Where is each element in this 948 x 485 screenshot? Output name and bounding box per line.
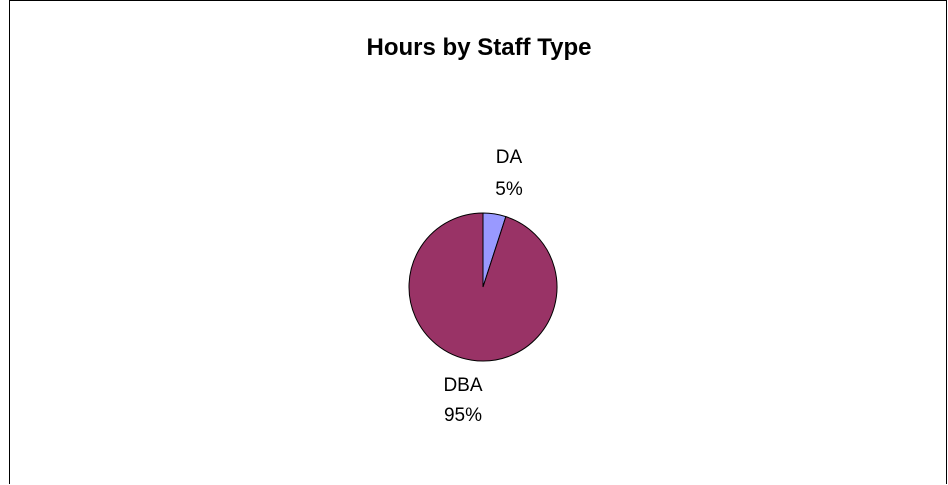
- slice-percent-dba: 95%: [444, 405, 482, 426]
- slice-label-da: DA: [496, 147, 523, 168]
- chart-frame: Hours by Staff Type DA 5% DBA 95%: [9, 0, 947, 484]
- slice-percent-da: 5%: [495, 179, 523, 200]
- chart-title: Hours by Staff Type: [366, 34, 592, 61]
- slice-label-dba: DBA: [443, 375, 482, 396]
- pie-slices: [408, 212, 558, 362]
- pie-labels: DA 5% DBA 95%: [443, 147, 522, 426]
- pie-chart: DA 5% DBA 95%: [408, 147, 558, 426]
- pie-slice-dba: [408, 212, 558, 362]
